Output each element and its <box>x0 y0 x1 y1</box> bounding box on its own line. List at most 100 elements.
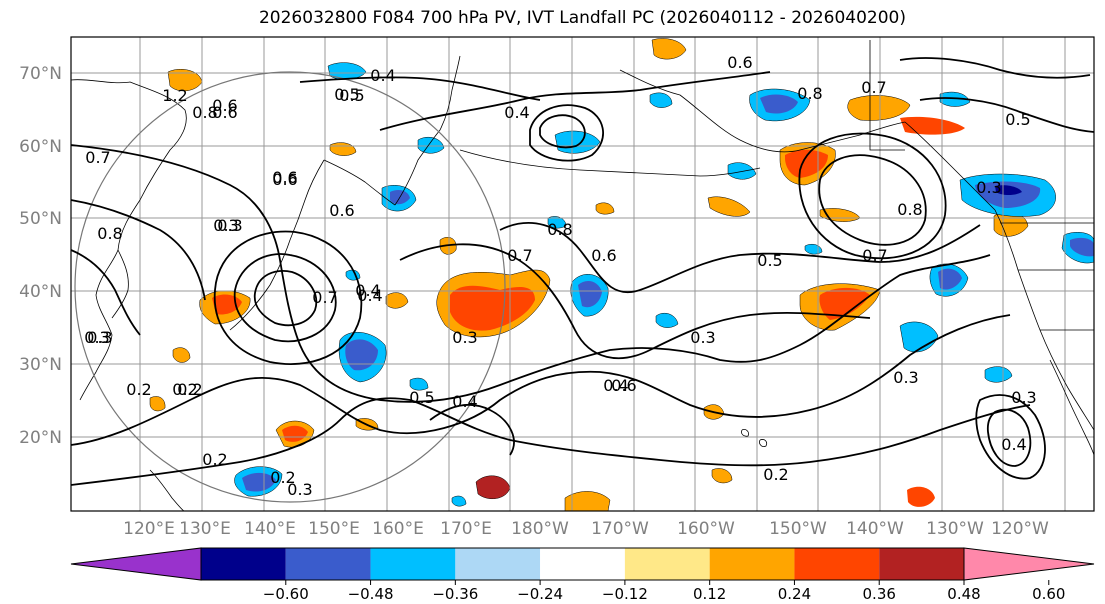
shade-patch-positive <box>847 95 911 121</box>
coastline-baja <box>1049 359 1095 456</box>
colorbar-segment <box>370 548 456 580</box>
contour-label: 0.4 <box>603 376 628 395</box>
contour-line <box>986 408 1032 467</box>
coastline-aleutians <box>459 149 761 177</box>
shade-patch-negative <box>417 137 445 154</box>
contour-line <box>299 76 541 101</box>
longitude-label: 140°E <box>244 519 296 539</box>
contour-label: 0.3 <box>217 216 242 235</box>
latitude-label: 20°N <box>19 428 62 448</box>
coastline-philippines <box>149 469 185 512</box>
contour-label: 0.8 <box>897 200 922 219</box>
latitude-label: 50°N <box>19 209 62 229</box>
contour-label: 0.4 <box>1001 435 1026 454</box>
contour-line <box>399 243 871 359</box>
contour-label: 0.3 <box>893 368 918 387</box>
latitude-label: 60°N <box>19 137 62 157</box>
latitude-label: 40°N <box>19 282 62 302</box>
longitude-label: 130°W <box>926 519 984 539</box>
contour-label: 0.6 <box>611 376 636 395</box>
contour-line <box>429 403 515 456</box>
shade-patch-positive <box>707 196 751 217</box>
contour-label: 0.2 <box>763 465 788 484</box>
contour-label: 0.8 <box>797 84 822 103</box>
shade-patch-positive <box>450 285 535 331</box>
colorbar-tick-labels: −0.60 −0.48 −0.36 −0.24 −0.12 0.12 0.24 0.36 0.4… <box>263 580 1065 603</box>
contour-label: 0.4 <box>357 286 382 305</box>
contour-label: 0.7 <box>861 78 886 97</box>
colorbar-tick-label: −0.24 <box>517 585 563 603</box>
shade-patch-negative <box>938 268 962 290</box>
contour-label: 0.8 <box>547 220 572 239</box>
shade-patch-positive <box>711 468 733 484</box>
shade-patch-negative <box>655 313 679 328</box>
contour-label: 0.3 <box>84 328 109 347</box>
map-title: 2026032800 F084 700 hPa PV, IVT Landfall… <box>258 8 906 28</box>
colorbar <box>70 547 1095 581</box>
shade-patch-negative <box>939 91 971 107</box>
coastline-kuril <box>323 159 396 206</box>
colorbar-tick-label: −0.60 <box>263 585 309 603</box>
contour-label: 0.8 <box>97 224 122 243</box>
contour-line <box>899 57 1091 79</box>
colorbar-tick-label: −0.48 <box>348 585 394 603</box>
latitude-labels: 70°N 60°N 50°N 40°N 30°N 20°N <box>19 64 62 448</box>
contour-label: 0.7 <box>85 148 110 167</box>
contour-label: 0.3 <box>1011 388 1036 407</box>
colorbar-tick-label: 0.36 <box>863 585 896 603</box>
shade-patch-negative <box>995 185 1022 195</box>
gridlines <box>71 37 1094 511</box>
shade-patch-negative <box>578 280 602 308</box>
coastline-alaska-panhandle <box>904 121 996 211</box>
contour-line <box>70 249 141 336</box>
contour-line <box>70 397 1031 486</box>
contour-label: 0.6 <box>272 170 297 189</box>
contour-line <box>70 199 206 301</box>
contour-line <box>233 253 337 343</box>
shade-patch-negative <box>1070 237 1094 257</box>
latitude-label: 70°N <box>19 64 62 84</box>
contour-label: 0.3 <box>452 328 477 347</box>
contour-label: 0.4 <box>452 392 477 411</box>
contour-label: 0.6 <box>329 201 354 220</box>
contour-label: 0.6 <box>591 246 616 265</box>
shade-patch-negative <box>984 366 1013 383</box>
contour-label: 0.2 <box>126 380 151 399</box>
longitude-label: 170°E <box>440 519 492 539</box>
us-border <box>1000 222 1094 331</box>
shade-patch-negative <box>345 339 378 371</box>
contour-label: 0.5 <box>1005 110 1030 129</box>
shade-patch-negative <box>760 94 798 114</box>
contour-label: 0.3 <box>690 328 715 347</box>
longitude-label: 120°E <box>123 519 175 539</box>
shade-patch-positive <box>595 202 615 215</box>
shade-patch-negative <box>242 472 276 492</box>
shade-patch-positive <box>819 287 870 320</box>
colorbar-tick-label: 0.60 <box>1032 585 1065 603</box>
coastline-japan <box>229 159 325 331</box>
shade-patch-negative <box>409 377 429 391</box>
shade-patch-negative <box>327 62 367 80</box>
contour-label: 0.5 <box>409 388 434 407</box>
latitude-label: 30°N <box>19 355 62 375</box>
contour-line <box>70 314 1011 446</box>
colorbar-tick-label: −0.36 <box>432 585 478 603</box>
contour-label: 0.2 <box>177 380 202 399</box>
contour-line <box>919 97 1095 133</box>
contour-line <box>499 222 981 293</box>
coastline-korea <box>111 249 129 319</box>
longitude-label: 120°W <box>991 519 1049 539</box>
coastline-hawaii <box>741 429 768 447</box>
shade-patch-positive <box>282 425 308 442</box>
colorbar-extension-high <box>963 547 1095 581</box>
contour-label: 0.6 <box>212 103 237 122</box>
longitude-labels: 120°E 130°E 140°E 150°E 160°E 170°E 180°W 170°W… <box>123 519 1049 539</box>
contour-line <box>213 230 363 365</box>
contour-label: 0.5 <box>339 86 364 105</box>
shade-patch-positive <box>149 396 166 412</box>
longitude-label: 160°E <box>372 519 424 539</box>
shade-patch-positive <box>900 116 965 135</box>
contour-line <box>798 132 947 260</box>
contour-label: 0.2 <box>270 468 295 487</box>
contour-label: 0.8 <box>192 103 217 122</box>
